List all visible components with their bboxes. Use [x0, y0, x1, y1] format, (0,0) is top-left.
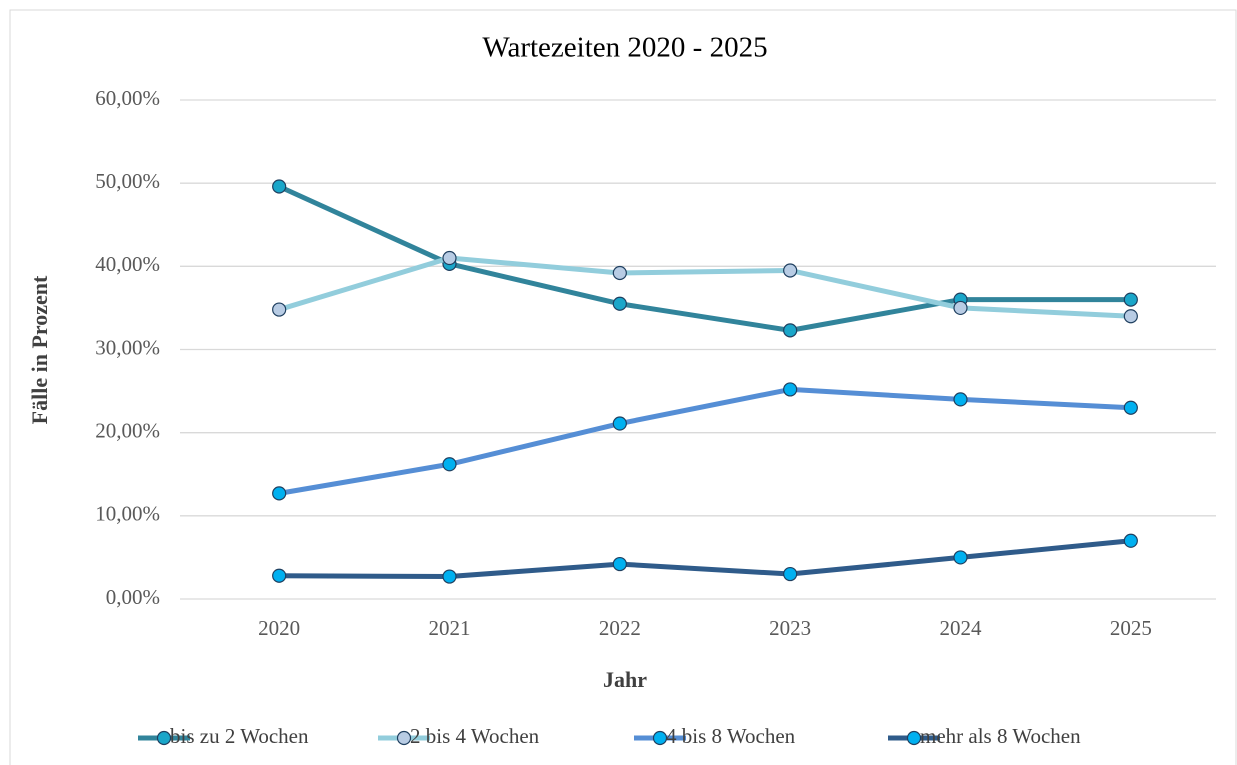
y-tick-label: 30,00%	[95, 335, 160, 359]
legend-marker	[156, 730, 172, 746]
data-point	[1123, 533, 1138, 548]
data-point	[1123, 400, 1138, 415]
legend-marker	[396, 730, 412, 746]
data-point	[783, 323, 798, 338]
data-point	[612, 416, 627, 431]
data-point	[783, 566, 798, 582]
x-tick-label: 2023	[769, 616, 811, 640]
data-point	[953, 550, 968, 565]
data-point	[272, 179, 287, 194]
y-tick-label: 10,00%	[95, 502, 160, 526]
legend-marker	[652, 730, 668, 746]
legend-marker	[906, 730, 922, 746]
y-tick-label: 0,00%	[106, 585, 160, 609]
data-point	[442, 250, 457, 266]
y-tick-label: 50,00%	[95, 169, 160, 193]
chart-title: Wartezeiten 2020 - 2025	[482, 32, 767, 64]
data-point	[612, 265, 627, 281]
data-point	[783, 263, 798, 278]
x-tick-label: 2022	[599, 616, 641, 640]
data-point	[442, 457, 457, 472]
series-line	[279, 538, 1132, 580]
y-tick-label: 20,00%	[95, 418, 160, 442]
data-point	[612, 296, 627, 311]
data-point	[1123, 292, 1138, 307]
x-tick-label: 2024	[940, 616, 983, 640]
data-point	[272, 302, 287, 317]
data-point	[1123, 309, 1138, 324]
x-tick-label: 2025	[1110, 616, 1152, 640]
legend-label: 4 bis 8 Wochen	[666, 724, 796, 748]
data-point	[953, 300, 968, 316]
legend-label: 2 bis 4 Wochen	[410, 724, 540, 748]
data-point	[783, 382, 798, 397]
series-line	[278, 386, 1131, 496]
data-point	[442, 569, 457, 584]
chart-frame	[9, 9, 1237, 765]
x-tick-label: 2021	[429, 616, 471, 640]
series-line	[278, 255, 1131, 319]
legend-label: bis zu 2 Wochen	[170, 724, 309, 748]
x-axis-title: Jahr	[603, 667, 647, 692]
data-point	[953, 392, 968, 407]
x-tick-label: 2020	[258, 616, 300, 640]
y-axis-title: Fälle in Prozent	[27, 275, 52, 424]
legend-label: mehr als 8 Wochen	[920, 724, 1081, 748]
data-point	[272, 568, 287, 583]
data-point	[272, 486, 287, 501]
data-point	[612, 556, 627, 572]
y-tick-label: 40,00%	[95, 252, 160, 276]
y-tick-label: 60,00%	[95, 86, 160, 110]
series-line	[278, 184, 1131, 333]
